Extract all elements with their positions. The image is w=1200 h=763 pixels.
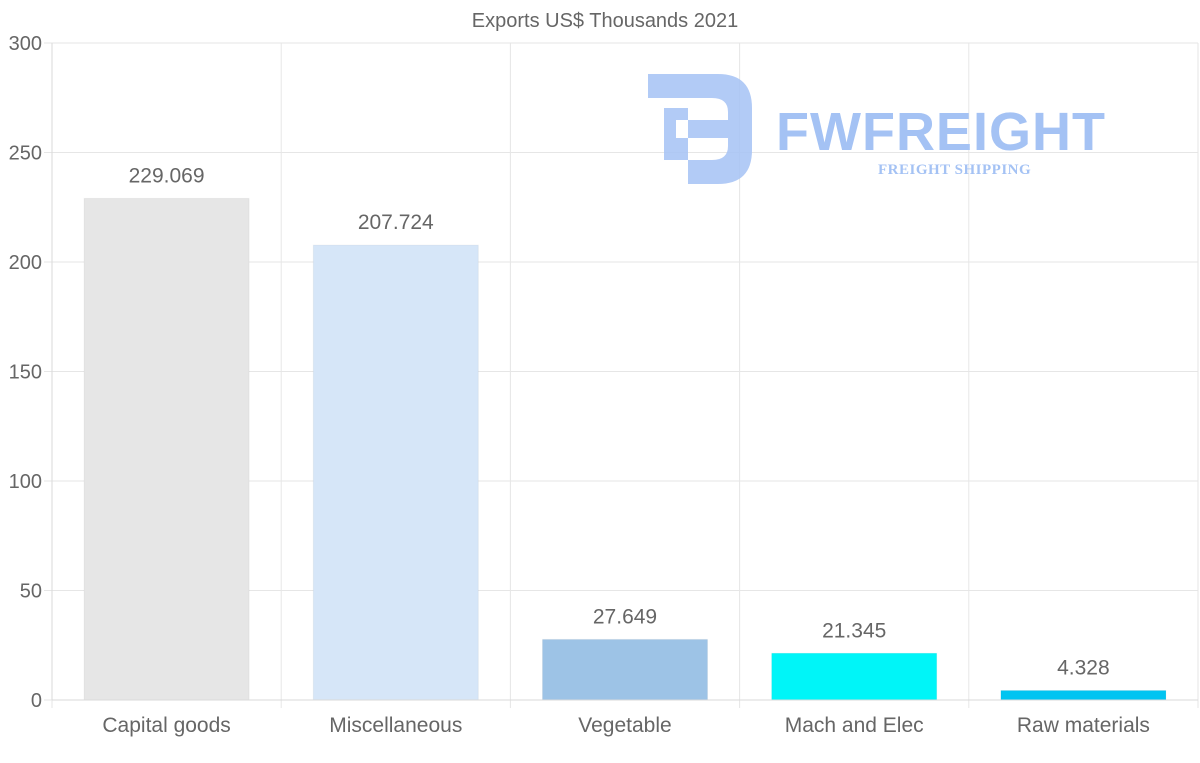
bars: 229.069 207.724 27.649 21.345 4.328 [83, 164, 1167, 701]
watermark-logo-icon [648, 74, 752, 184]
y-tick-label: 100 [9, 471, 42, 493]
x-tick-label: Miscellaneous [329, 714, 462, 737]
y-tick-label: 0 [31, 690, 42, 712]
data-label: 21.345 [822, 619, 886, 642]
y-tick-label: 150 [9, 362, 42, 384]
y-tick-label: 200 [9, 252, 42, 274]
y-tick-label: 50 [20, 581, 42, 603]
bar-raw-materials [1000, 690, 1167, 701]
bar-vegetable [541, 638, 709, 701]
bar-mach-and-elec [771, 652, 938, 701]
data-label: 27.649 [593, 605, 657, 628]
y-tick-label: 250 [9, 143, 42, 165]
x-tick-label: Vegetable [578, 714, 671, 737]
chart-title: Exports US$ Thousands 2021 [472, 10, 738, 32]
x-tick-label: Raw materials [1017, 714, 1150, 737]
watermark-tagline: FREIGHT SHIPPING [878, 162, 1031, 178]
bar-miscellaneous [312, 244, 479, 701]
axes: 0 50 100 150 200 250 300 Capital goods Miscellan… [9, 33, 1198, 737]
watermark: FWFREIGHT FREIGHT SHIPPING [648, 74, 1106, 184]
data-label: 4.328 [1057, 657, 1110, 680]
bar-capital-goods [83, 197, 250, 701]
data-label: 207.724 [358, 211, 434, 234]
data-label: 229.069 [129, 164, 205, 187]
x-tick-label: Mach and Elec [785, 714, 924, 737]
x-tick-label: Capital goods [102, 714, 230, 737]
y-tick-label: 300 [9, 33, 42, 55]
watermark-brand: FWFREIGHT [776, 102, 1106, 162]
